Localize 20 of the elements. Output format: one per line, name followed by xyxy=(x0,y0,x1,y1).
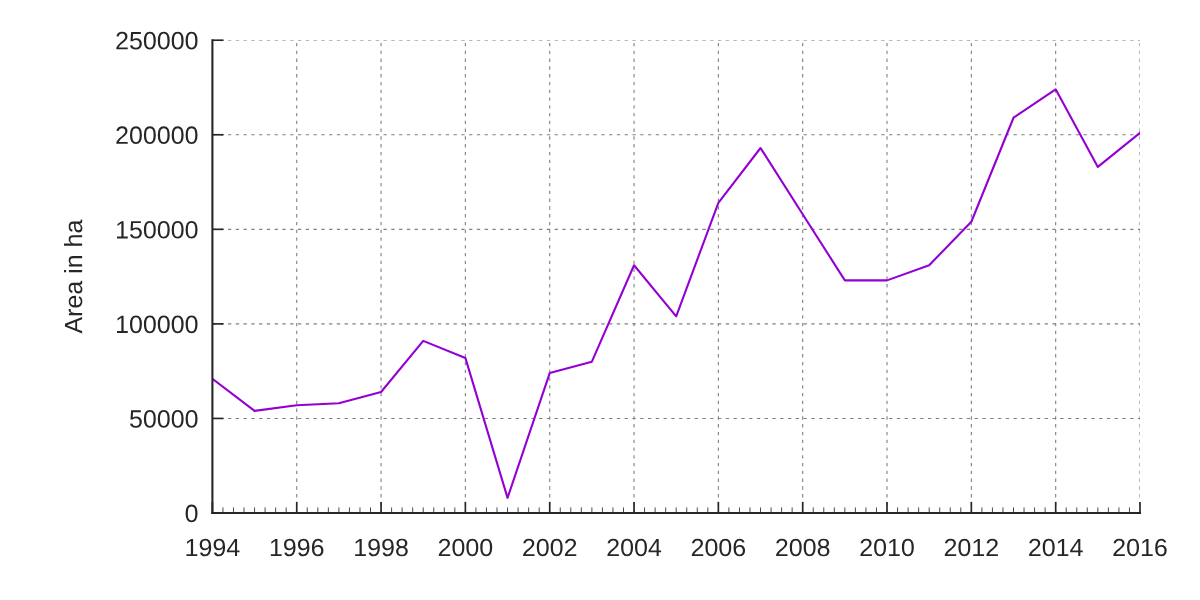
x-tick-label: 1998 xyxy=(355,538,408,557)
x-tick-label: 2014 xyxy=(1029,538,1083,557)
x-tick-label: 2008 xyxy=(776,538,830,557)
y-tick-label: 150000 xyxy=(117,220,198,239)
x-tick-label: 2004 xyxy=(607,538,662,557)
y-tick-label: 200000 xyxy=(116,126,198,145)
y-axis-title: Area in ha xyxy=(64,219,83,334)
x-tick-label: 2012 xyxy=(944,538,998,557)
x-tick-label: 2010 xyxy=(860,538,914,557)
y-tick-label: 0 xyxy=(185,504,198,523)
x-tick-label: 1996 xyxy=(270,538,324,557)
x-tick-label: 2000 xyxy=(438,538,493,557)
y-tick-label: 100000 xyxy=(117,315,198,334)
x-tick-label: 2006 xyxy=(691,538,746,557)
x-tick-label: 1994 xyxy=(186,538,240,557)
y-tick-label: 50000 xyxy=(130,410,198,428)
x-tick-label: 2002 xyxy=(523,538,577,557)
line-series xyxy=(212,88,1140,499)
y-tick-label: 250000 xyxy=(116,31,198,50)
x-tick-label: 2016 xyxy=(1113,538,1167,557)
